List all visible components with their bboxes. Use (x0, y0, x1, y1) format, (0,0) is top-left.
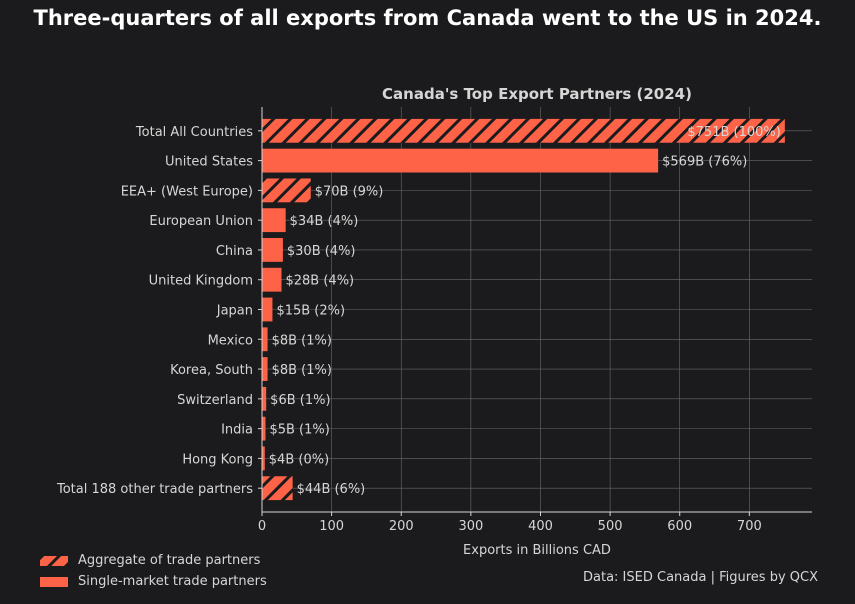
bar-hong-kong (262, 446, 265, 471)
y-tick-label: United States (165, 155, 253, 170)
bars (262, 118, 785, 501)
legend-item-single-market: Single-market trade partners (40, 574, 267, 589)
x-tick-label: 100 (319, 519, 344, 534)
x-tick-label: 600 (667, 519, 692, 534)
bar-mexico (262, 327, 268, 352)
bar-total-all-countries (262, 118, 785, 143)
hatched-swatch-icon (40, 555, 68, 566)
legend-label: Single-market trade partners (78, 574, 267, 589)
solid-swatch-icon (40, 576, 68, 587)
x-tick-label: 0 (258, 519, 266, 534)
value-label: $15B (2%) (276, 304, 345, 319)
bar-korea-south (262, 357, 268, 381)
bar-china (262, 238, 283, 262)
bar-eea-west-europe (262, 178, 311, 203)
x-tick-label: 700 (737, 519, 762, 534)
figure-title: Three-quarters of all exports from Canad… (33, 6, 822, 30)
y-tick-label: United Kingdom (149, 274, 253, 289)
y-tick-label: Japan (216, 304, 253, 319)
bar-united-states (262, 148, 659, 173)
value-label: $70B (9%) (315, 184, 384, 199)
y-tick-label: European Union (149, 214, 253, 229)
legend-label: Aggregate of trade partners (78, 553, 261, 568)
value-label: $6B (1%) (270, 393, 330, 408)
value-label: $30B (4%) (287, 244, 356, 259)
y-tick-label: Total All Countries (135, 125, 253, 140)
x-axis-label: Exports in Billions CAD (463, 543, 611, 558)
bar-switzerland (262, 386, 267, 411)
x-tick-label: 300 (458, 519, 483, 534)
value-label: $34B (4%) (290, 214, 359, 229)
legend-item-aggregate: Aggregate of trade partners (40, 553, 260, 568)
value-label: $28B (4%) (285, 274, 354, 289)
y-tick-label: Total 188 other trade partners (56, 482, 253, 497)
y-tick-label: Hong Kong (182, 452, 253, 467)
x-tick-label: 500 (598, 519, 623, 534)
bar-japan (262, 297, 273, 322)
y-tick-label: India (221, 423, 253, 438)
bar-total-188-other-trade-partners (262, 476, 293, 501)
value-label: $8B (1%) (272, 363, 332, 378)
y-tick-label: China (216, 244, 253, 259)
value-label: $44B (6%) (297, 482, 366, 497)
source-credit: Data: ISED Canada | Figures by QCX (583, 570, 818, 585)
chart-title: Canada's Top Export Partners (2024) (382, 85, 692, 103)
value-labels: $751B (100%) $569B (76%) $70B (9%) $34B (4%… (269, 125, 781, 497)
value-label: $8B (1%) (272, 333, 332, 348)
value-label: $5B (1%) (269, 423, 329, 438)
y-tick-label: Switzerland (177, 393, 253, 408)
bar-united-kingdom (262, 267, 282, 292)
axes: 0 100 200 300 400 500 600 700 Total All Countrie… (56, 107, 812, 534)
y-tick-label: Korea, South (170, 363, 253, 378)
bar-india (262, 416, 266, 441)
x-tick-label: 400 (528, 519, 553, 534)
value-label: $751B (100%) (687, 125, 780, 140)
x-tick-label: 200 (389, 519, 414, 534)
y-tick-label: Mexico (208, 333, 253, 348)
bar-european-union (262, 208, 286, 233)
y-tick-label: EEA+ (West Europe) (121, 184, 253, 199)
value-label: $4B (0%) (269, 452, 329, 467)
value-label: $569B (76%) (662, 155, 747, 170)
